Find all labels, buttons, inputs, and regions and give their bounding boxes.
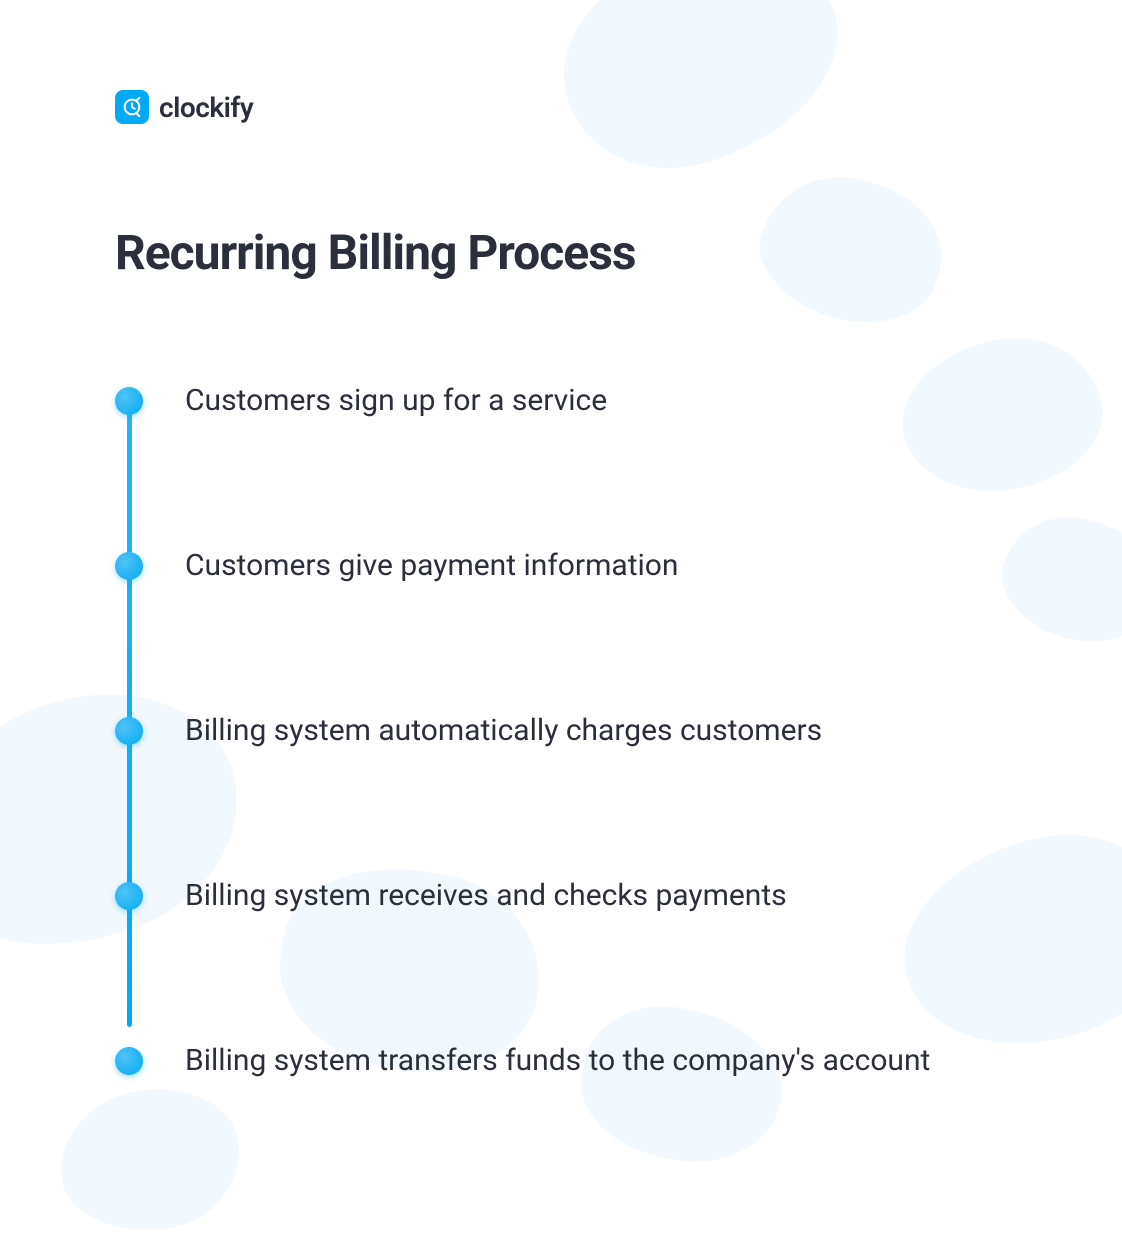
page-title: Recurring Billing Process bbox=[115, 224, 1007, 281]
brand-logo: clockify bbox=[115, 90, 1007, 124]
timeline-step-label: Billing system receives and checks payme… bbox=[185, 876, 787, 915]
timeline-step-label: Customers give payment information bbox=[185, 546, 678, 585]
brand-name: clockify bbox=[159, 91, 253, 124]
timeline-step: Billing system receives and checks payme… bbox=[115, 876, 1007, 915]
timeline-dot-icon bbox=[115, 387, 143, 415]
process-timeline: Customers sign up for a service Customer… bbox=[115, 381, 1007, 1080]
timeline-step-label: Billing system transfers funds to the co… bbox=[185, 1041, 930, 1080]
main-content: clockify Recurring Billing Process Custo… bbox=[0, 0, 1122, 1080]
timeline-step: Billing system automatically charges cus… bbox=[115, 711, 1007, 750]
timeline-step-label: Billing system automatically charges cus… bbox=[185, 711, 822, 750]
clockify-icon bbox=[115, 90, 149, 124]
timeline-step-label: Customers sign up for a service bbox=[185, 381, 607, 420]
timeline-dot-icon bbox=[115, 882, 143, 910]
timeline-step: Customers give payment information bbox=[115, 546, 1007, 585]
timeline-step: Customers sign up for a service bbox=[115, 381, 1007, 420]
decorative-blob bbox=[51, 1078, 249, 1242]
timeline-dot-icon bbox=[115, 1047, 143, 1075]
timeline-dot-icon bbox=[115, 552, 143, 580]
timeline-step: Billing system transfers funds to the co… bbox=[115, 1041, 1007, 1080]
timeline-dot-icon bbox=[115, 717, 143, 745]
